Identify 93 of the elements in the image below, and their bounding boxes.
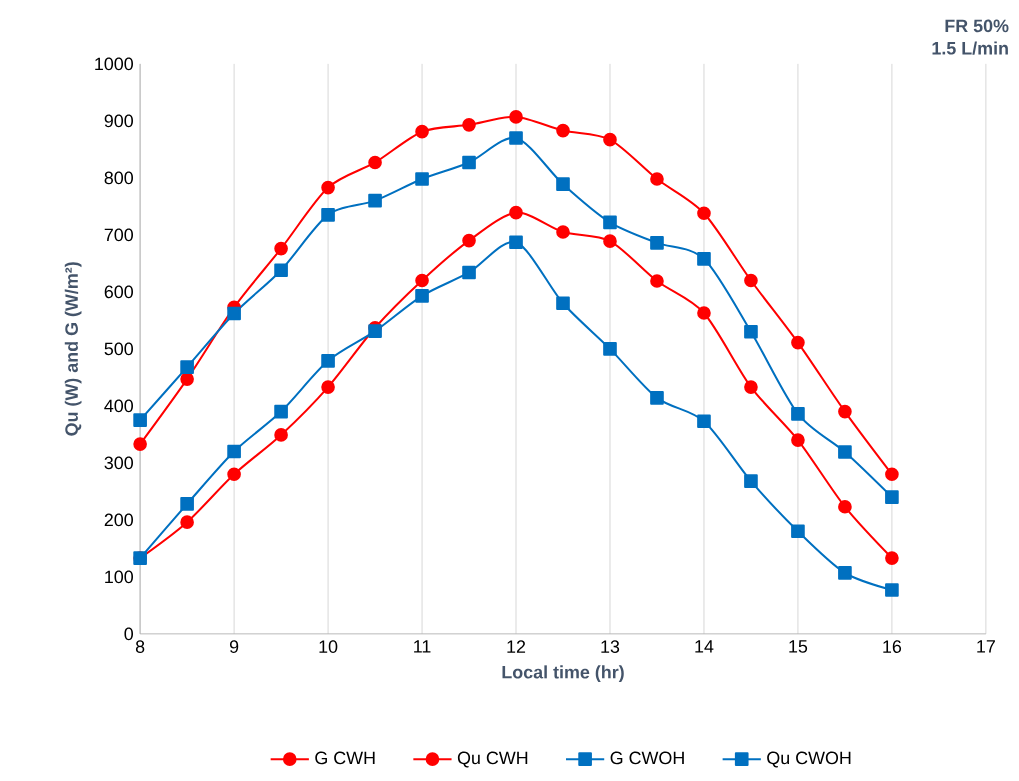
x-tick-label: 9 — [229, 640, 239, 653]
x-tick-label: 13 — [601, 640, 620, 653]
y-tick-label: 300 — [104, 456, 134, 470]
x-tick-label: 12 — [507, 640, 526, 653]
point — [838, 404, 852, 419]
point — [744, 474, 758, 488]
x-tick-label: 17 — [977, 640, 995, 653]
legend-label: G CWH — [315, 751, 375, 765]
x-tick-label: 11 — [414, 640, 431, 653]
point — [509, 235, 523, 250]
y-tick-label: 200 — [104, 513, 134, 527]
point — [885, 551, 899, 565]
point — [274, 404, 288, 419]
point — [321, 380, 335, 394]
point — [744, 324, 758, 339]
point — [180, 497, 194, 511]
y-tick-label: 800 — [104, 171, 134, 185]
point — [415, 289, 429, 303]
point — [462, 155, 476, 170]
point — [697, 206, 711, 221]
point — [603, 215, 617, 230]
point — [180, 360, 194, 374]
point — [274, 428, 288, 442]
point — [838, 566, 852, 580]
point — [603, 342, 617, 356]
point — [885, 490, 899, 504]
point — [462, 233, 476, 248]
point — [697, 414, 711, 429]
point — [791, 335, 805, 350]
legend-label: Qu CWOH — [767, 751, 851, 768]
y-tick-label: 1000 — [95, 57, 134, 71]
text: 1.5 L/min — [932, 41, 1008, 55]
y-tick-label: 600 — [104, 285, 134, 299]
point — [885, 583, 899, 597]
legend-label: G CWOH — [610, 751, 684, 765]
point — [462, 118, 476, 132]
point — [368, 193, 382, 208]
point — [697, 306, 711, 320]
point — [274, 241, 288, 256]
point — [321, 180, 335, 195]
point — [180, 515, 194, 529]
point — [368, 155, 382, 170]
point — [509, 110, 523, 124]
point — [650, 236, 664, 250]
point — [227, 467, 241, 482]
y-axis-title: Qu (W) and G (W/m²) — [64, 262, 82, 436]
point — [556, 225, 570, 239]
y-tick-label: 100 — [105, 570, 134, 584]
x-tick-label: 15 — [789, 640, 808, 653]
point — [650, 172, 664, 186]
x-axis-title: Local time (hr) — [502, 665, 624, 683]
legend-label: Qu CWH — [457, 751, 528, 768]
point — [368, 324, 382, 339]
x-tick-label: 14 — [695, 640, 714, 653]
point — [321, 208, 335, 222]
y-tick-label: 0 — [124, 627, 134, 641]
point — [556, 296, 570, 311]
point — [791, 407, 805, 421]
text: FR 50% — [945, 19, 1009, 33]
x-tick-label: 16 — [883, 640, 902, 653]
y-tick-label: 700 — [104, 228, 134, 242]
point — [885, 467, 899, 482]
point — [650, 391, 664, 405]
point — [462, 265, 476, 280]
point — [556, 177, 570, 191]
x-tick-label: 8 — [135, 640, 145, 653]
point — [415, 172, 429, 186]
point — [321, 354, 335, 368]
point — [227, 444, 241, 459]
point — [180, 372, 194, 386]
point — [650, 274, 664, 288]
y-tick-label: 400 — [104, 399, 134, 413]
x-tick-label: 10 — [319, 640, 338, 653]
point — [509, 205, 523, 220]
point — [791, 524, 805, 539]
point — [227, 306, 241, 321]
point — [509, 131, 523, 145]
y-tick-label: 500 — [104, 342, 134, 356]
point — [791, 433, 805, 447]
point — [838, 445, 852, 459]
point — [415, 273, 429, 288]
point — [556, 123, 570, 138]
point — [415, 124, 429, 139]
point — [274, 263, 288, 278]
point — [744, 380, 758, 394]
point — [838, 499, 852, 514]
point — [697, 251, 711, 266]
point — [133, 413, 147, 427]
point — [744, 273, 758, 288]
point — [133, 437, 147, 451]
y-tick-label: 900 — [104, 114, 134, 128]
point — [603, 234, 617, 248]
point — [603, 132, 617, 147]
